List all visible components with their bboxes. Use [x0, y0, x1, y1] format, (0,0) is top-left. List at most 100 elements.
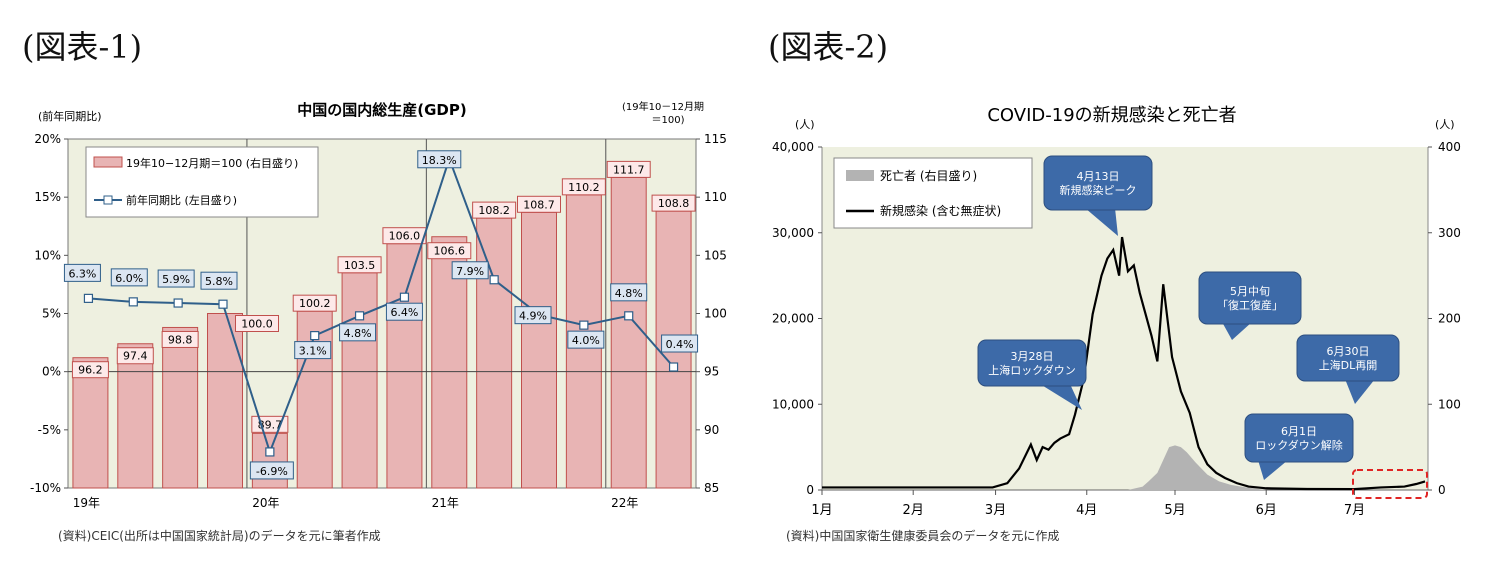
chart2-callout-text: 「復工復産」 [1217, 299, 1283, 312]
chart1-growth-point [399, 292, 410, 302]
chart1-growth-label: 4.8% [615, 287, 643, 300]
chart2-x-tick-label: 5月 [1164, 503, 1185, 518]
chart1-growth-label-box [110, 268, 148, 287]
chart1-growth-label-box [339, 323, 377, 342]
chart2-x-tick-label: 2月 [903, 503, 924, 518]
chart2-right-tick-label: 0 [1438, 483, 1446, 497]
figure1-heading: (図表-1) [22, 28, 143, 66]
chart2-title: COVID-19の新規感染と死亡者 [987, 105, 1236, 126]
chart2-callout-pointer [1085, 208, 1118, 236]
chart1-growth-point [173, 298, 183, 308]
chart2-callout-text: ロックダウン解除 [1255, 438, 1343, 452]
chart1-growth-label: 6.0% [115, 272, 143, 285]
chart2-callout-pointer [1258, 460, 1288, 480]
chart1-left-tick-label: -10% [30, 481, 61, 495]
chart1-growth-label: -6.9% [256, 465, 288, 478]
chart2-x-tick-label: 1月 [811, 503, 832, 518]
chart1-left-axis-label: (前年同期比) [38, 109, 102, 123]
chart1-bar [386, 243, 423, 489]
chart1-growth-label: 6.3% [68, 267, 96, 280]
chart1-bar-label: 89.7 [258, 418, 283, 431]
chart2-x-tick-label: 3月 [985, 503, 1006, 518]
chart2-callout-box [1043, 155, 1153, 211]
chart1-growth-label-box [385, 302, 423, 321]
chart1-growth-point [354, 311, 365, 321]
chart2-right-tick-label: 400 [1438, 140, 1461, 154]
chart1-growth-label: 7.9% [456, 265, 484, 278]
chart1-growth-label-box [417, 150, 462, 169]
chart1-x-tick-label: 21年 [432, 496, 459, 510]
chart2-callout-box [1244, 413, 1354, 463]
chart1-growth-label-box [514, 306, 552, 325]
chart1-growth-point [218, 299, 228, 309]
chart2-x-tick-label: 6月 [1256, 503, 1277, 518]
chart2-legend-area-label: 死亡者 (右目盛り) [880, 168, 977, 183]
chart1-bar-label: 100.2 [299, 297, 331, 310]
chart1-bar-label-box [161, 330, 199, 348]
chart2-right-tick-label: 100 [1438, 397, 1461, 411]
chart2-callout-text: 上海ロックダウン [988, 363, 1076, 377]
chart1-growth-label-box [63, 263, 101, 282]
chart1-bar-label: 98.8 [168, 333, 193, 346]
chart2-left-tick-label: 0 [806, 483, 814, 497]
chart1-bar-label: 106.6 [434, 245, 466, 258]
chart2-callout-text: 6月1日 [1281, 425, 1317, 438]
chart1-legend-line-label: 前年同期比 (左目盛り) [126, 193, 237, 207]
chart2-callout-box [977, 339, 1087, 387]
chart1-right-axis-label-2: ＝100) [652, 115, 685, 126]
chart2-right-tick-label: 200 [1438, 312, 1461, 326]
chart2-plot: 0 10,000 20,000 30,000 40,000 0 100 200 300 400 1月… [772, 140, 1461, 518]
chart1-bar-label: 108.8 [658, 197, 690, 210]
chart1-growth-label: 4.8% [344, 327, 372, 340]
chart2-left-unit: (人) [795, 118, 815, 131]
chart1-growth-label-box [294, 341, 332, 360]
chart2-callout-resume: 5月中旬「復工復産」 [1198, 271, 1302, 340]
chart2-callout-text: 上海DL再開 [1319, 358, 1378, 372]
chart2-callout-pointer [1040, 384, 1082, 410]
chart1-growth-point [489, 275, 499, 285]
chart2-legend-area-swatch [846, 170, 874, 181]
chart1-bar [476, 217, 513, 489]
chart1-bar [610, 176, 647, 489]
chart2-callout-text: 新規感染ピーク [1060, 183, 1137, 197]
chart1-growth-label: 3.1% [299, 345, 327, 358]
chart1-x-tick-label: 20年 [252, 496, 279, 510]
chart2-callout-pointer [1222, 322, 1252, 340]
chart2-left-tick-label: 40,000 [772, 140, 814, 154]
chart1-legend-bar-label: 19年10−12月期＝100 (右目盛り) [126, 156, 298, 170]
chart1-right-tick-label: 85 [704, 481, 719, 495]
chart1-bar-label: 100.0 [241, 318, 273, 331]
chart1-bar-label-box [427, 242, 472, 260]
chart1-x-tick-label: 19年 [73, 496, 100, 510]
chart1-bar-label: 106.0 [389, 230, 421, 243]
chart1-legend [85, 146, 319, 218]
chart1-left-tick-label: 15% [34, 190, 61, 204]
chart1-right-tick-label: 105 [704, 248, 727, 262]
chart1-bar-label: 111.7 [613, 163, 645, 176]
chart1-right-tick-label: 95 [704, 365, 719, 379]
chart1-plot: -10% -5% 0% 5% 10% 15% 20% 85 90 95 100 105 110 115 96… [30, 132, 727, 510]
chart2-callout-pointer [1345, 379, 1375, 404]
chart1-growth-label: 4.9% [519, 310, 547, 323]
chart1-bar-label-box [472, 201, 517, 219]
chart1-growth-point [668, 362, 679, 372]
chart1-right-axis-label-1: (19年10－12月期 [622, 100, 704, 113]
chart1-bar-label-box [71, 361, 109, 379]
chart1-growth-label-box [610, 283, 648, 302]
chart2-left-tick-label: 10,000 [772, 397, 814, 411]
chart1-left-tick-label: -5% [38, 423, 61, 437]
chart1-bar [117, 343, 154, 489]
chart1-growth-point [83, 293, 94, 303]
chart1-growth-label-box [157, 269, 195, 288]
chart1-bar-label-box [606, 160, 651, 178]
chart2-right-unit: (人) [1435, 118, 1455, 131]
chart1-growth-label: 5.9% [162, 273, 190, 286]
chart1-growth-point [624, 311, 634, 321]
chart1-bar-label: 103.5 [344, 259, 376, 272]
chart1-bar-label: 110.2 [568, 181, 600, 194]
